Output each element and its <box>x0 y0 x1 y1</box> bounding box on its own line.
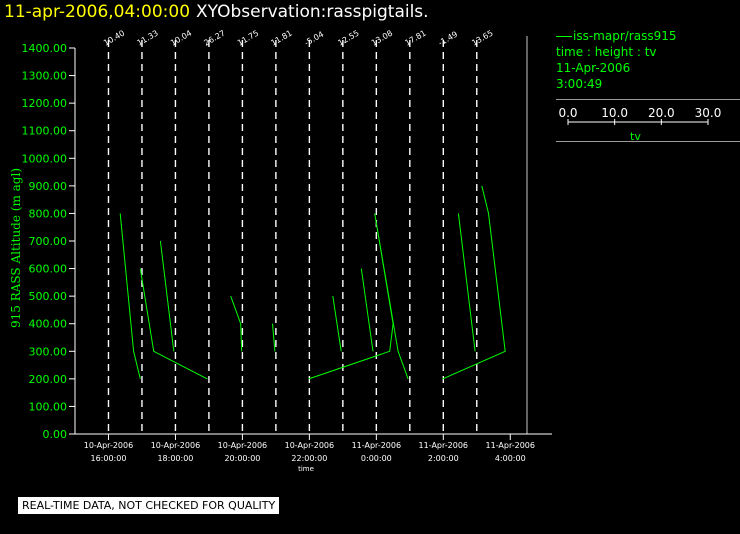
series-line <box>442 185 506 380</box>
quality-disclaimer: REAL-TIME DATA, NOT CHECKED FOR QUALITY <box>18 497 280 514</box>
y-tick-label: 700.00 <box>29 235 68 248</box>
legend-series-name: iss-mapr/rass915 <box>573 29 677 43</box>
legend-date: 11-Apr-2006 <box>556 61 631 75</box>
series-line <box>119 213 141 380</box>
series-line <box>308 213 409 380</box>
scale-tick-label: 30.0 <box>695 106 722 120</box>
legend-line-swatch <box>556 36 572 37</box>
series-line <box>360 268 374 352</box>
x-tick-label-time: 0:00:00 <box>361 454 392 463</box>
y-tick-label: 1400.00 <box>22 42 68 55</box>
x-tick-label-time: 18:00:00 <box>157 454 193 463</box>
x-tick-label-date: 10-Apr-2006 <box>285 441 334 450</box>
profile-value-label: 11.75 <box>236 28 260 47</box>
profile-value-label: 13.65 <box>470 28 494 47</box>
y-tick-label: 500.00 <box>29 290 68 303</box>
y-axis-label: 915 RASS Altitude (m agl) <box>9 168 23 328</box>
legend-series-row: iss-mapr/rass915 <box>556 28 740 44</box>
y-tick-label: 400.00 <box>29 318 68 331</box>
y-axis-label-group: 915 RASS Altitude (m agl) <box>9 168 23 328</box>
series-line <box>332 296 342 352</box>
x-tick-label-date: 10-Apr-2006 <box>84 441 133 450</box>
legend-scale-label: tv <box>630 130 641 143</box>
profile-value-label: 12.55 <box>336 28 360 47</box>
series-line <box>272 323 276 352</box>
profile-value-label: 17.81 <box>403 28 427 47</box>
profile-value-label: 10.04 <box>169 28 193 47</box>
profile-value-label: 26.27 <box>202 28 226 47</box>
profile-value-label: 11.81 <box>269 28 293 47</box>
x-tick-label-time: 20:00:00 <box>224 454 260 463</box>
legend-time: 3:00:49 <box>556 77 603 91</box>
y-tick-label: 1000.00 <box>22 152 68 165</box>
profile-value-label: 13.08 <box>370 28 394 47</box>
title-observation: XYObservation:rasspigtails. <box>196 2 429 22</box>
y-tick-label: 100.00 <box>29 400 68 413</box>
scale-tick-label: 10.0 <box>601 106 628 120</box>
y-tick-label: 300.00 <box>29 345 68 358</box>
series-line <box>139 268 208 380</box>
y-tick-label: 1100.00 <box>22 125 68 138</box>
x-tick-label-date: 10-Apr-2006 <box>151 441 200 450</box>
series-line <box>230 295 243 352</box>
x-tick-label-time: 16:00:00 <box>91 454 127 463</box>
x-tick-label-date: 11-Apr-2006 <box>419 441 468 450</box>
y-tick-label: 800.00 <box>29 207 68 220</box>
profile-value-label: -5.04 <box>303 30 325 48</box>
x-tick-label-time: 4:00:00 <box>495 454 526 463</box>
y-tick-label: 600.00 <box>29 263 68 276</box>
legend-panel: iss-mapr/rass915 time : height : tv 11-A… <box>556 28 740 143</box>
y-tick-label: 200.00 <box>29 373 68 386</box>
profile-value-label: 10.40 <box>102 28 126 47</box>
legend-divider-bottom <box>556 141 740 142</box>
profile-value-label: -1.49 <box>437 30 459 48</box>
legend-scale-bar: 0.0 10.0 20.0 30.0 <box>558 106 722 125</box>
x-tick-label-time: 22:00:00 <box>291 454 327 463</box>
legend-divider-top <box>556 99 740 100</box>
y-tick-label: 1200.00 <box>22 97 68 110</box>
title-date-time: 11-apr-2006,04:00:00 <box>4 2 191 22</box>
y-tick-label: 0.00 <box>43 428 68 441</box>
series-line <box>159 240 175 352</box>
x-tick-label-time: 2:00:00 <box>428 454 459 463</box>
scale-tick-label: 20.0 <box>648 106 675 120</box>
legend-plot-type: time : height : tv <box>556 45 657 59</box>
x-tick-label-date: 11-Apr-2006 <box>486 441 535 450</box>
profile-value-label: 11.33 <box>135 28 159 47</box>
y-tick-label: 900.00 <box>29 180 68 193</box>
x-tick-label-date: 11-Apr-2006 <box>352 441 401 450</box>
scale-tick-label: 0.0 <box>558 106 577 120</box>
x-axis-label: time <box>298 465 314 473</box>
y-tick-label: 1300.00 <box>22 70 68 83</box>
series-line <box>457 213 476 352</box>
x-tick-label-date: 10-Apr-2006 <box>218 441 267 450</box>
